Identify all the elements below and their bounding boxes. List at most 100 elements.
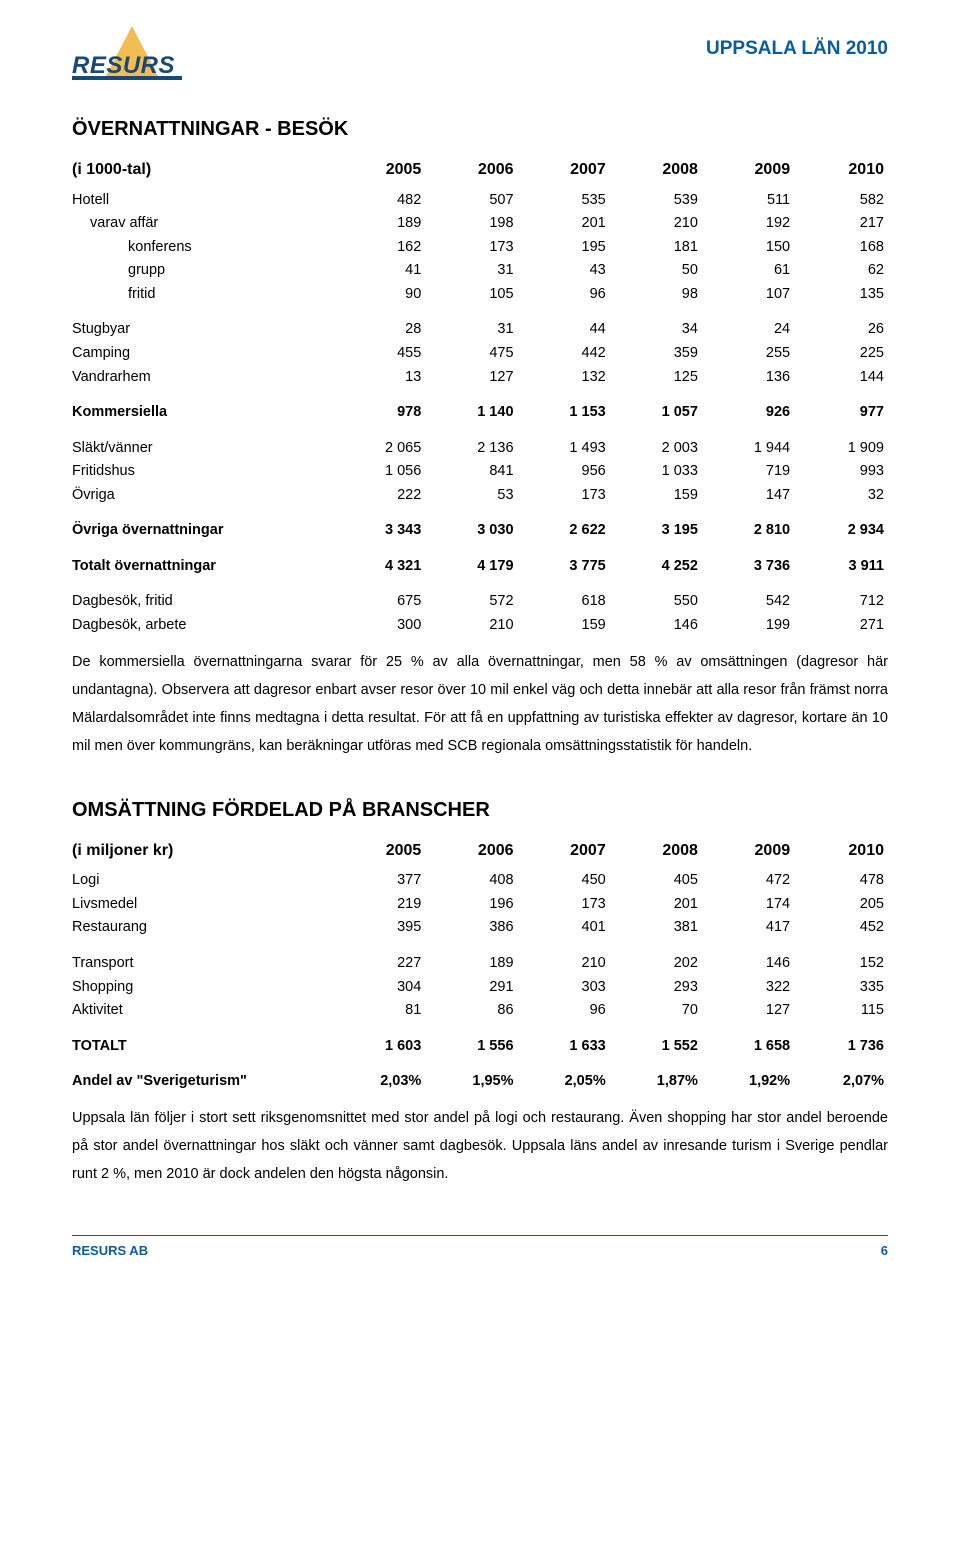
cell: 271 <box>794 614 888 638</box>
cell: 127 <box>702 999 794 1023</box>
cell: 2 136 <box>425 437 517 461</box>
logo-underline <box>72 76 182 80</box>
cell: 303 <box>518 976 610 1000</box>
cell: 719 <box>702 460 794 484</box>
cell: 61 <box>702 259 794 283</box>
table-head-row: (i miljoner kr) 2005 2006 2007 2008 2009… <box>72 838 888 870</box>
cell: 189 <box>333 212 425 236</box>
cell: 381 <box>610 916 702 940</box>
cell: 712 <box>794 590 888 614</box>
row-label: Restaurang <box>72 916 333 940</box>
row-label: Vandrarhem <box>72 366 333 390</box>
cell: 132 <box>518 366 610 390</box>
cell: 1,92% <box>702 1070 794 1094</box>
cell: 1 056 <box>333 460 425 484</box>
row-label: Camping <box>72 342 333 366</box>
table-row: Transport 227189210202146152 <box>72 952 888 976</box>
cell: 993 <box>794 460 888 484</box>
turnover-table: (i miljoner kr) 2005 2006 2007 2008 2009… <box>72 838 888 1094</box>
cell: 31 <box>425 318 517 342</box>
cell: 3 911 <box>794 555 888 579</box>
cell: 455 <box>333 342 425 366</box>
table-row: fritid 901059698107135 <box>72 283 888 307</box>
cell: 977 <box>794 401 888 425</box>
footer-left: RESURS AB <box>72 1242 148 1260</box>
cell: 198 <box>425 212 517 236</box>
table-row: Dagbesök, fritid 675572618550542712 <box>72 590 888 614</box>
cell: 2 934 <box>794 519 888 543</box>
cell: 3 030 <box>425 519 517 543</box>
cell: 168 <box>794 236 888 260</box>
cell: 86 <box>425 999 517 1023</box>
cell: 507 <box>425 189 517 213</box>
cell: 304 <box>333 976 425 1000</box>
table-row: Kommersiella 9781 1401 1531 057926977 <box>72 401 888 425</box>
table-row: Vandrarhem 13127132125136144 <box>72 366 888 390</box>
cell: 62 <box>794 259 888 283</box>
cell: 1 140 <box>425 401 517 425</box>
cell: 162 <box>333 236 425 260</box>
table-row: Restaurang 395386401381417452 <box>72 916 888 940</box>
row-label: fritid <box>72 283 333 307</box>
cell: 50 <box>610 259 702 283</box>
cell: 26 <box>794 318 888 342</box>
cell: 1,87% <box>610 1070 702 1094</box>
year-col: 2008 <box>610 838 702 870</box>
row-label: Andel av "Sverigeturism" <box>72 1070 333 1094</box>
document-title: UPPSALA LÄN 2010 <box>706 36 888 62</box>
table-row-share: Andel av "Sverigeturism" 2,03%1,95%2,05%… <box>72 1070 888 1094</box>
cell: 550 <box>610 590 702 614</box>
year-col: 2005 <box>333 157 425 189</box>
cell: 2 003 <box>610 437 702 461</box>
cell: 1 552 <box>610 1035 702 1059</box>
cell: 926 <box>702 401 794 425</box>
cell: 159 <box>518 614 610 638</box>
cell: 144 <box>794 366 888 390</box>
cell: 511 <box>702 189 794 213</box>
row-label: Dagbesök, fritid <box>72 590 333 614</box>
cell: 146 <box>610 614 702 638</box>
table-row: Camping 455475442359255225 <box>72 342 888 366</box>
cell: 2 065 <box>333 437 425 461</box>
cell: 125 <box>610 366 702 390</box>
cell: 34 <box>610 318 702 342</box>
cell: 44 <box>518 318 610 342</box>
cell: 1 633 <box>518 1035 610 1059</box>
cell: 150 <box>702 236 794 260</box>
row-label: Övriga <box>72 484 333 508</box>
table-row: Aktivitet 81869670127115 <box>72 999 888 1023</box>
row-label: Livsmedel <box>72 893 333 917</box>
year-col: 2009 <box>702 838 794 870</box>
cell: 205 <box>794 893 888 917</box>
cell: 417 <box>702 916 794 940</box>
table-row: grupp 413143506162 <box>72 259 888 283</box>
cell: 395 <box>333 916 425 940</box>
year-col: 2007 <box>518 838 610 870</box>
year-col: 2005 <box>333 838 425 870</box>
cell: 542 <box>702 590 794 614</box>
cell: 386 <box>425 916 517 940</box>
cell: 4 321 <box>333 555 425 579</box>
cell: 1 153 <box>518 401 610 425</box>
cell: 2 810 <box>702 519 794 543</box>
cell: 43 <box>518 259 610 283</box>
cell: 582 <box>794 189 888 213</box>
cell: 401 <box>518 916 610 940</box>
cell: 1 944 <box>702 437 794 461</box>
year-col: 2009 <box>702 157 794 189</box>
cell: 146 <box>702 952 794 976</box>
cell: 53 <box>425 484 517 508</box>
table-row-total: TOTALT 1 6031 5561 6331 5521 6581 736 <box>72 1035 888 1059</box>
cell: 291 <box>425 976 517 1000</box>
cell: 335 <box>794 976 888 1000</box>
row-label: Fritidshus <box>72 460 333 484</box>
cell: 2,03% <box>333 1070 425 1094</box>
row-label: Övriga övernattningar <box>72 519 333 543</box>
section2-paragraph: Uppsala län följer i stort sett riksgeno… <box>72 1104 888 1189</box>
cell: 199 <box>702 614 794 638</box>
cell: 408 <box>425 869 517 893</box>
cell: 105 <box>425 283 517 307</box>
cell: 1 658 <box>702 1035 794 1059</box>
cell: 201 <box>610 893 702 917</box>
cell: 675 <box>333 590 425 614</box>
